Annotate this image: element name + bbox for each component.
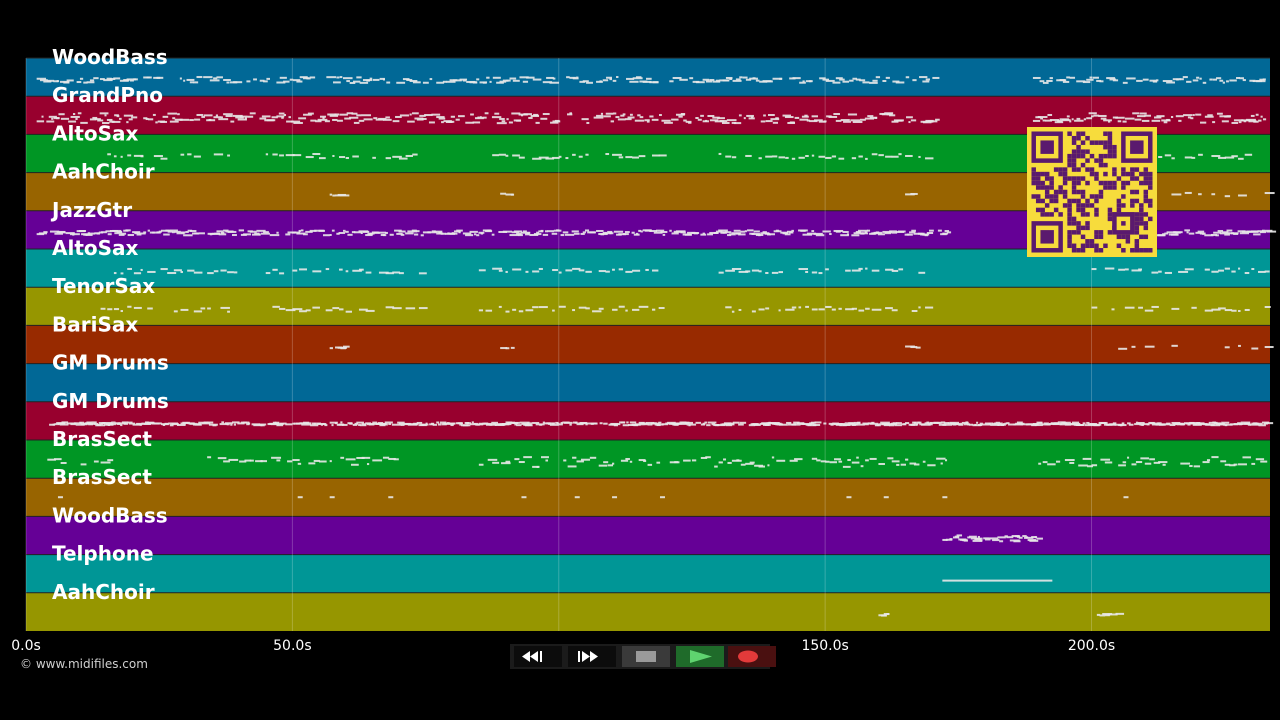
track-label: AahChoir (52, 580, 155, 604)
track-notes (942, 579, 1053, 582)
track-band[interactable] (26, 363, 1270, 402)
transport-bar (510, 644, 776, 669)
track-band[interactable] (26, 516, 1270, 555)
track-label: BariSax (52, 312, 138, 336)
copyright-text: © www.midifiles.com (20, 657, 148, 671)
track-label: GrandPno (52, 83, 163, 107)
time-tick-label: 0.0s (11, 638, 41, 654)
track-notes (113, 267, 1270, 275)
track-notes (36, 112, 1267, 125)
track-label: WoodBass (52, 503, 168, 527)
fast-forward-button[interactable] (568, 646, 616, 667)
track-notes (329, 344, 1274, 350)
track-label: BrasSect (52, 465, 152, 489)
track-band[interactable] (26, 554, 1270, 593)
track-label: AahChoir (52, 160, 155, 184)
piano-roll[interactable]: WoodBass GrandPno AltoSax AahChoir JazzGtr Al… (0, 0, 1280, 640)
track-bands (26, 57, 1270, 631)
rewind-icon (522, 651, 542, 662)
track-notes (942, 534, 1043, 543)
time-tick-label: 200.0s (1067, 638, 1116, 654)
track-notes (36, 76, 1266, 84)
track-notes (100, 305, 1271, 313)
play-button[interactable] (676, 646, 724, 667)
track-label: JazzGtr (50, 198, 132, 222)
track-label: GM Drums (52, 351, 169, 375)
track-notes (878, 612, 1125, 617)
record-button[interactable] (728, 646, 776, 667)
track-label: Telphone (52, 542, 154, 566)
time-tick-label: 150.0s (801, 638, 849, 654)
rewind-button[interactable] (514, 646, 562, 667)
track-label: AltoSax (52, 236, 139, 260)
track-label: BrasSect (52, 427, 152, 451)
time-tick-label: 50.0s (273, 638, 312, 654)
track-band[interactable] (26, 58, 1270, 97)
track-notes (57, 496, 1129, 499)
note-events (36, 76, 1277, 617)
track-notes (49, 421, 1274, 427)
track-label: AltoSax (52, 121, 139, 145)
track-labels: WoodBass GrandPno AltoSax AahChoir JazzGtr Al… (50, 45, 169, 604)
track-notes (36, 229, 1277, 237)
track-label: GM Drums (52, 389, 169, 413)
play-icon (690, 650, 712, 663)
fast-forward-icon (578, 651, 598, 662)
track-band[interactable] (26, 401, 1270, 440)
track-band[interactable] (26, 592, 1270, 631)
record-icon (738, 650, 758, 663)
track-band[interactable] (26, 325, 1270, 364)
qr-code (1027, 127, 1157, 257)
stop-icon (636, 651, 656, 662)
track-label: WoodBass (52, 45, 168, 69)
track-label: TenorSax (52, 274, 155, 298)
track-notes (47, 456, 1268, 468)
track-band[interactable] (26, 478, 1270, 517)
stop-button[interactable] (622, 646, 670, 667)
